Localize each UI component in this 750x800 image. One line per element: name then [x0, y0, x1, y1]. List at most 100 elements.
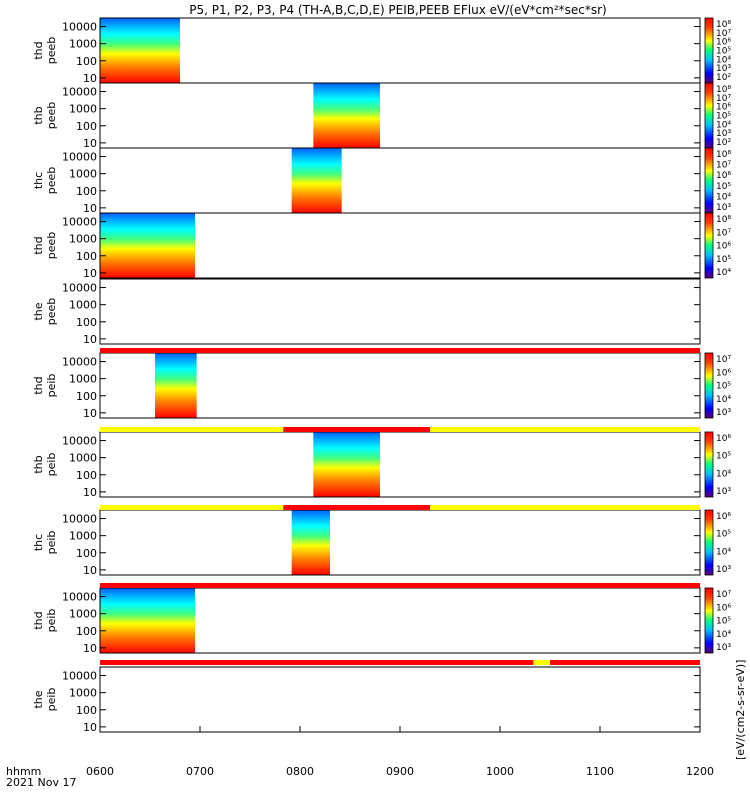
panel-frame — [99, 212, 701, 279]
spectrogram-block — [291, 148, 342, 213]
y-tick-label: 100 — [76, 547, 97, 560]
mode-bar-segment — [283, 427, 430, 432]
mode-bar-segment — [100, 660, 557, 665]
y-tick-label: 100 — [76, 250, 97, 263]
x-tick-label: 1100 — [586, 765, 614, 778]
colorbar-tick-label: 10⁶ — [716, 171, 731, 181]
colorbar-tick-label: 10⁵ — [716, 182, 731, 192]
panel-label: the — [32, 302, 45, 320]
x-label-bottom: 2021 Nov 17 — [6, 776, 76, 789]
colorbar-tick-label: 10⁴ — [716, 192, 731, 202]
y-tick-label: 100 — [76, 120, 97, 133]
spectrogram-block — [313, 432, 380, 497]
y-tick-label: 1000 — [69, 608, 97, 621]
panel: 10000 1000 100 10 thc peib 10⁶ 10⁵ 10⁴ 10³ — [32, 509, 731, 577]
colorbar-tick-label: 10³ — [716, 565, 731, 575]
colorbar-tick-label: 10⁸ — [716, 215, 731, 225]
colorbar-tick-label: 10⁶ — [716, 434, 731, 444]
x-tick-label: 0600 — [86, 765, 114, 778]
panel-frame — [99, 431, 701, 498]
spectrogram-block — [155, 353, 197, 418]
panel-label: peeb — [45, 102, 58, 130]
colorbar-tick-label: 10⁶ — [716, 38, 731, 48]
y-tick-label: 10 — [83, 267, 97, 280]
colorbar — [704, 509, 714, 576]
panel-frame — [99, 17, 701, 84]
y-tick-label: 10 — [83, 333, 97, 346]
y-tick-label: 10 — [83, 137, 97, 150]
colorbar-tick-label: 10⁶ — [716, 103, 731, 113]
mode-bar-segment — [100, 427, 284, 432]
colorbar-tick-label: 10⁷ — [716, 94, 731, 104]
mode-bar-segment — [550, 660, 700, 665]
colorbar-tick-label: 10⁴ — [716, 120, 731, 130]
y-tick-label: 10 — [83, 642, 97, 655]
mode-bar-segment — [430, 505, 700, 510]
y-tick-label: 1000 — [69, 233, 97, 246]
spectrogram-block — [291, 510, 330, 575]
panel: 10000 1000 100 10 thb peeb 10⁸10⁷10⁶10⁵10⁴10³1… — [32, 82, 731, 150]
colorbar-tick-label: 10⁶ — [716, 368, 731, 378]
colorbar-tick-label: 10⁷ — [716, 355, 731, 365]
y-tick-label: 10 — [83, 486, 97, 499]
y-tick-label: 10000 — [62, 670, 97, 683]
x-label-top: hhmm — [6, 765, 41, 778]
panel-label: peib — [45, 374, 58, 398]
x-tick-label: 0900 — [386, 765, 414, 778]
y-tick-label: 100 — [76, 316, 97, 329]
colorbar-tick-label: 10⁶ — [716, 512, 731, 522]
x-tick-label: 0700 — [186, 765, 214, 778]
y-tick-label: 100 — [76, 185, 97, 198]
mode-bar-segment — [100, 348, 700, 353]
colorbar-tick-label: 10⁵ — [716, 382, 731, 392]
panel-label: thc — [32, 534, 45, 551]
mode-bar-segment — [430, 427, 700, 432]
x-tick-label: 1200 — [686, 765, 714, 778]
chart-title: P5, P1, P2, P3, P4 (TH-A,B,C,D,E) PEIB,P… — [189, 3, 606, 17]
spectrogram-block — [100, 18, 180, 83]
y-tick-label: 10 — [83, 721, 97, 734]
panel-frame — [99, 147, 701, 214]
panel: 10000 1000 100 10 the peeb — [32, 278, 701, 346]
colorbar-tick-label: 10³ — [716, 643, 731, 653]
colorbar-tick-label: 10³ — [716, 64, 731, 74]
colorbar-tick-label: 10⁸ — [716, 85, 731, 95]
colorbar-tick-label: 10⁷ — [716, 161, 731, 171]
y-tick-label: 100 — [76, 704, 97, 717]
y-tick-label: 10000 — [62, 513, 97, 526]
panel-label: thb — [32, 106, 45, 124]
colorbar-tick-label: 10⁴ — [716, 469, 731, 479]
colorbar-tick-label: 10⁸ — [716, 20, 731, 30]
panel-label: thd — [32, 41, 45, 59]
panel-frame — [99, 278, 701, 345]
panel-label: thd — [32, 236, 45, 254]
panel-frame — [99, 509, 701, 576]
colorbar-tick-label: 10⁷ — [716, 590, 731, 600]
panel-label: peib — [45, 531, 58, 555]
colorbar-tick-label: 10⁵ — [716, 112, 731, 122]
colorbar — [704, 587, 714, 654]
panel-label: peib — [45, 609, 58, 633]
panel-label: peeb — [45, 37, 58, 65]
panel-label: peeb — [45, 232, 58, 260]
x-tick-label: 0800 — [286, 765, 314, 778]
y-tick-label: 10000 — [62, 591, 97, 604]
panel-label: peeb — [45, 298, 58, 326]
spectrogram-block — [313, 83, 380, 148]
colorbar — [704, 431, 714, 498]
colorbar — [704, 352, 714, 419]
x-axis: 0600 0700 0800 0900 1000 1100 1200 — [86, 726, 714, 778]
mode-bar-segment — [100, 505, 284, 510]
y-tick-label: 1000 — [69, 530, 97, 543]
colorbar-tick-label: 10⁴ — [716, 630, 731, 640]
y-tick-label: 10000 — [62, 216, 97, 229]
colorbar-tick-label: 10⁵ — [716, 530, 731, 540]
colorbar-tick-label: 10⁶ — [716, 603, 731, 613]
y-tick-label: 10000 — [62, 282, 97, 295]
colorbar-tick-label: 10⁵ — [716, 47, 731, 57]
spectrogram-block — [100, 588, 195, 653]
colorbar-tick-label: 10² — [716, 73, 731, 83]
panel-label: the — [32, 690, 45, 708]
y-tick-label: 100 — [76, 625, 97, 638]
